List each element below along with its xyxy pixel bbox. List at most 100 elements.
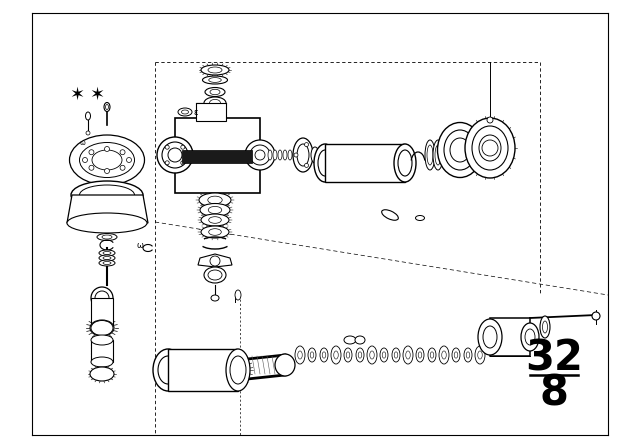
Ellipse shape <box>255 150 265 160</box>
Ellipse shape <box>297 144 309 166</box>
Ellipse shape <box>333 351 339 359</box>
Circle shape <box>294 153 298 157</box>
Ellipse shape <box>106 104 109 109</box>
Ellipse shape <box>452 348 460 362</box>
Ellipse shape <box>202 76 227 84</box>
Ellipse shape <box>205 87 225 96</box>
Ellipse shape <box>104 103 110 112</box>
Ellipse shape <box>103 251 111 254</box>
Ellipse shape <box>444 130 476 170</box>
Ellipse shape <box>288 150 292 160</box>
Ellipse shape <box>418 352 422 358</box>
Ellipse shape <box>298 351 302 359</box>
Ellipse shape <box>79 142 134 177</box>
Ellipse shape <box>90 367 114 381</box>
Ellipse shape <box>392 348 400 362</box>
Ellipse shape <box>283 150 287 160</box>
Ellipse shape <box>356 348 364 362</box>
Ellipse shape <box>157 137 193 173</box>
Circle shape <box>482 140 498 156</box>
Bar <box>182 150 252 163</box>
Circle shape <box>104 168 109 173</box>
Ellipse shape <box>331 346 341 364</box>
Ellipse shape <box>103 262 111 264</box>
Ellipse shape <box>314 144 336 182</box>
Ellipse shape <box>295 346 305 364</box>
Ellipse shape <box>204 97 226 109</box>
Ellipse shape <box>293 138 313 172</box>
Ellipse shape <box>208 196 222 204</box>
Bar <box>196 103 226 121</box>
Circle shape <box>165 145 169 149</box>
Ellipse shape <box>380 348 388 362</box>
Circle shape <box>83 158 88 163</box>
Ellipse shape <box>472 126 508 170</box>
Ellipse shape <box>245 140 275 170</box>
Ellipse shape <box>209 228 221 235</box>
Ellipse shape <box>158 356 178 384</box>
Ellipse shape <box>178 108 192 116</box>
Ellipse shape <box>406 351 410 359</box>
Ellipse shape <box>344 348 352 362</box>
Ellipse shape <box>91 357 113 367</box>
Bar <box>91 340 113 362</box>
Ellipse shape <box>99 255 115 261</box>
Ellipse shape <box>91 287 113 309</box>
Ellipse shape <box>320 348 328 362</box>
Text: ω: ω <box>79 140 85 146</box>
Ellipse shape <box>86 131 90 135</box>
Ellipse shape <box>71 181 143 209</box>
Ellipse shape <box>210 89 220 95</box>
Ellipse shape <box>67 213 147 233</box>
Text: ✶: ✶ <box>69 86 84 104</box>
Circle shape <box>180 161 185 165</box>
Ellipse shape <box>483 326 497 348</box>
Ellipse shape <box>358 352 362 358</box>
Ellipse shape <box>204 267 226 283</box>
Ellipse shape <box>398 150 412 176</box>
Ellipse shape <box>200 203 230 216</box>
Ellipse shape <box>208 207 221 214</box>
Ellipse shape <box>311 147 319 163</box>
Ellipse shape <box>99 260 115 266</box>
Ellipse shape <box>91 320 113 336</box>
Ellipse shape <box>310 352 314 358</box>
Ellipse shape <box>275 354 295 376</box>
Ellipse shape <box>441 140 451 170</box>
Ellipse shape <box>381 210 398 220</box>
Ellipse shape <box>182 110 189 114</box>
Ellipse shape <box>394 144 416 182</box>
Bar <box>168 349 238 391</box>
Circle shape <box>127 158 131 163</box>
Ellipse shape <box>99 250 115 256</box>
Circle shape <box>89 165 94 170</box>
Circle shape <box>120 165 125 170</box>
Ellipse shape <box>427 145 433 165</box>
Ellipse shape <box>308 348 316 362</box>
Ellipse shape <box>91 335 113 345</box>
Ellipse shape <box>592 312 600 320</box>
Text: ω: ω <box>136 241 143 250</box>
Ellipse shape <box>403 346 413 364</box>
Ellipse shape <box>250 145 270 165</box>
Ellipse shape <box>209 78 221 82</box>
Ellipse shape <box>322 352 326 358</box>
Circle shape <box>210 256 220 266</box>
Ellipse shape <box>201 226 229 238</box>
Ellipse shape <box>293 150 297 160</box>
Ellipse shape <box>95 291 109 305</box>
Ellipse shape <box>318 150 332 176</box>
Circle shape <box>104 146 109 151</box>
Ellipse shape <box>454 352 458 358</box>
Ellipse shape <box>466 352 470 358</box>
Ellipse shape <box>79 185 134 205</box>
Text: 8: 8 <box>540 372 568 414</box>
Ellipse shape <box>90 320 114 336</box>
Ellipse shape <box>477 351 483 359</box>
Ellipse shape <box>268 150 272 160</box>
Polygon shape <box>67 195 148 223</box>
Ellipse shape <box>230 356 246 384</box>
Circle shape <box>180 145 185 149</box>
Ellipse shape <box>479 135 501 161</box>
Ellipse shape <box>211 295 219 301</box>
